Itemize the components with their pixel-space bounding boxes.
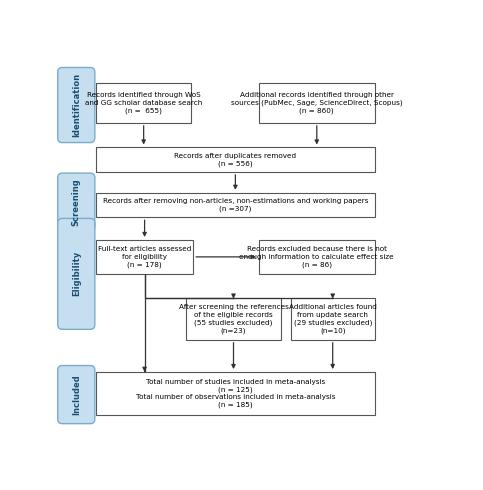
Text: Records after removing non-articles, non-estimations and working papers
(n =307): Records after removing non-articles, non… [102,198,368,212]
FancyBboxPatch shape [259,83,375,123]
FancyBboxPatch shape [96,83,191,123]
FancyBboxPatch shape [96,193,375,217]
Text: Records after duplicates removed
(n = 556): Records after duplicates removed (n = 55… [174,153,297,167]
FancyBboxPatch shape [186,298,281,340]
Text: Full-text articles assessed
for eligibility
(n = 178): Full-text articles assessed for eligibil… [98,246,191,268]
Text: After screening the references
of the eligible records
(55 studies excluded)
(n=: After screening the references of the el… [179,304,288,334]
Text: Records excluded because there is not
enough information to calculate effect siz: Records excluded because there is not en… [240,246,394,268]
Text: Records identified through WoS
and GG scholar database search
(n =  655): Records identified through WoS and GG sc… [85,93,202,114]
Text: Additional articles found
from update search
(29 studies excluded)
(n=10): Additional articles found from update se… [289,304,377,334]
FancyBboxPatch shape [96,372,375,416]
Text: Additional records identified through other
sources (PubMec, Sage, ScienceDirect: Additional records identified through ot… [231,92,403,114]
FancyBboxPatch shape [291,298,375,340]
Text: Eligibility: Eligibility [72,251,81,296]
Text: Total number of studies included in meta-analysis
(n = 125)
Total number of obse: Total number of studies included in meta… [136,379,335,408]
FancyBboxPatch shape [259,240,375,274]
Text: Identification: Identification [72,73,81,137]
FancyBboxPatch shape [58,366,95,424]
FancyBboxPatch shape [58,173,95,231]
FancyBboxPatch shape [96,147,375,172]
Text: Included: Included [72,374,81,415]
FancyBboxPatch shape [58,68,95,143]
FancyBboxPatch shape [58,219,95,329]
Text: Screening: Screening [72,178,81,226]
FancyBboxPatch shape [96,240,193,274]
